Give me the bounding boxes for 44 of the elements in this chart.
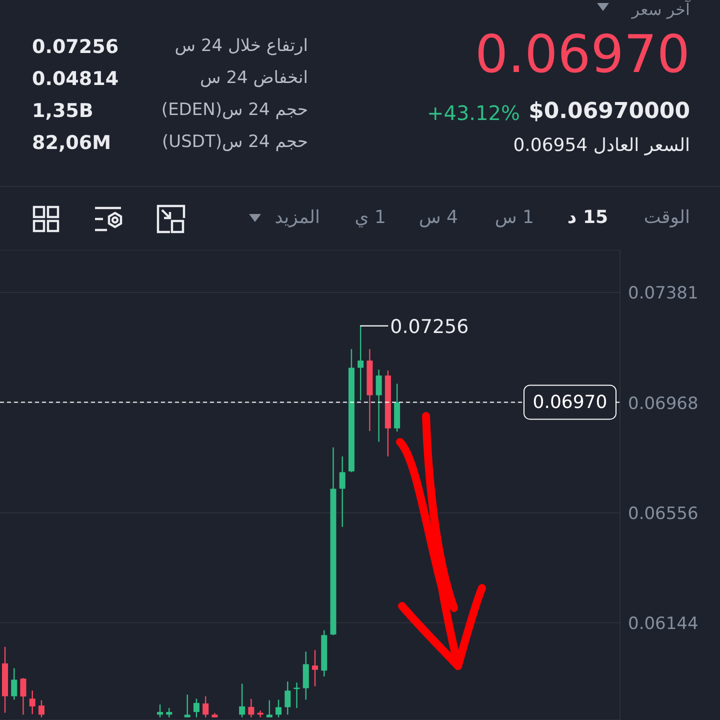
text: 0.04814: [32, 67, 119, 92]
candlestick: [239, 683, 246, 718]
candlestick: [202, 696, 209, 718]
text: 82,06M: [32, 131, 112, 156]
candlestick: [266, 700, 272, 718]
text: آخر سعر: [632, 0, 690, 21]
candlestick: [276, 699, 282, 718]
text: الوقت: [644, 206, 690, 230]
y-tick-label: 0.06968: [628, 394, 698, 414]
y-tick-label: 0.06556: [628, 504, 698, 524]
text: المزيد: [274, 206, 320, 230]
text: $0.06970000: [528, 98, 690, 126]
candlestick: [38, 700, 44, 718]
annotation: 0.07256: [390, 316, 469, 338]
candlestick: [248, 698, 254, 718]
candlestick: [312, 649, 318, 687]
text: حجم 24 س(EDEN): [161, 99, 308, 122]
text: 1,35B: [32, 99, 94, 124]
candlestick: [157, 704, 163, 718]
candlestick: [376, 369, 382, 442]
candlestick: [284, 680, 291, 716]
candlestick: [184, 694, 190, 718]
candlestick: [166, 707, 172, 718]
candlestick: [193, 698, 200, 718]
text: 15 د: [567, 206, 608, 230]
text: 0.06970: [474, 24, 690, 87]
text: حجم 24 س(USDT): [162, 131, 308, 154]
candlestick: [339, 456, 346, 528]
text: 1 ي: [354, 206, 386, 230]
candlestick: [20, 677, 26, 716]
text: +43.12%: [426, 100, 520, 126]
candlestick: [29, 690, 36, 715]
candlestick: [358, 325, 364, 401]
y-tick-label: 0.07381: [628, 283, 698, 304]
y-tick-label: 0.06144: [628, 614, 698, 634]
candlestick: [294, 682, 300, 709]
text: 1 س: [494, 206, 534, 230]
text: 4 س: [418, 206, 458, 230]
candlestick: [11, 668, 18, 700]
text: 0.07256: [32, 35, 119, 60]
text: السعر العادل 0.06954: [513, 134, 690, 158]
text: انخفاض 24 س: [200, 67, 308, 90]
ref-line-label: 0.06970: [532, 392, 608, 414]
text: ارتفاع خلال 24 س: [174, 35, 308, 58]
